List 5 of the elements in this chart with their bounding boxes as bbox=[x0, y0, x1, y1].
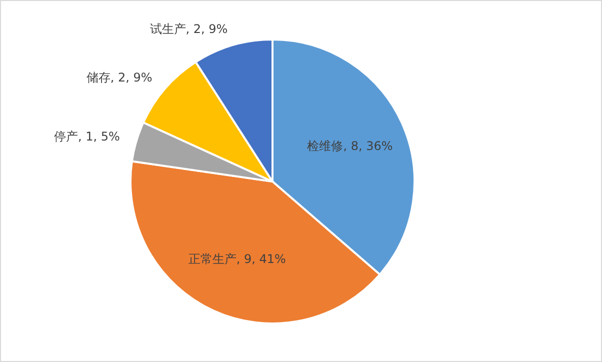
slice-label: 停产, 1, 5% bbox=[54, 130, 120, 144]
slice-label: 试生产, 2, 9% bbox=[150, 22, 228, 36]
slice-label: 检维修, 8, 36% bbox=[307, 139, 393, 154]
slice-label: 储存, 2, 9% bbox=[86, 70, 152, 84]
slice-label: 正常生产, 9, 41% bbox=[188, 252, 286, 266]
